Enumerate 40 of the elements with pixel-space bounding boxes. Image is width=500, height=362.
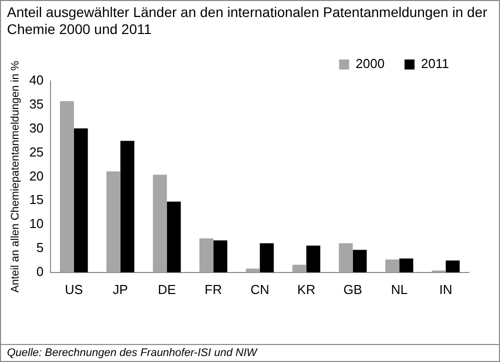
bar (260, 243, 274, 272)
y-tick-label: 10 (29, 216, 44, 232)
x-tick-label: US (64, 282, 84, 297)
x-tick-label: IN (439, 282, 452, 297)
x-tick-label: NL (390, 282, 408, 297)
bar (399, 258, 414, 272)
x-tick-label: FR (204, 282, 222, 297)
y-tick-label: 20 (29, 168, 44, 184)
y-tick-label: 0 (36, 264, 44, 279)
bar (166, 202, 181, 272)
y-tick-label: 35 (29, 96, 44, 112)
x-tick-label: DE (158, 282, 176, 297)
chart-title: Anteil ausgewählter Länder an den internationalen Patentanmeldungen in der Chemie 2000 und 2011 (6, 3, 488, 38)
x-tick-label: KR (297, 282, 316, 297)
source-note: Quelle: Berechnungen des Fraunhofer-ISI und NIW (1, 344, 499, 361)
bar (152, 174, 167, 272)
y-tick-label: 15 (29, 192, 44, 208)
bar (246, 268, 260, 272)
legend-label: 2011 (421, 56, 450, 72)
y-tick-label: 5 (36, 240, 44, 256)
x-tick-label: CN (250, 282, 270, 297)
bar (352, 250, 367, 272)
x-tick-label: GB (343, 282, 362, 297)
bar (292, 264, 306, 272)
bar (60, 101, 74, 272)
y-axis-title: Anteil an allen Chemiepatentanmeldungen in % (10, 60, 22, 293)
y-tick-label: 30 (29, 120, 44, 136)
bar (446, 260, 460, 272)
bar (306, 246, 320, 272)
bar (213, 240, 228, 272)
bar (106, 171, 120, 272)
x-tick-label: JP (112, 282, 128, 297)
bar (338, 243, 353, 272)
bar (385, 259, 400, 272)
legend-label: 2000 (356, 56, 385, 72)
bar (74, 128, 88, 272)
y-tick-label: 25 (29, 144, 44, 160)
y-tick-label: 40 (29, 72, 44, 88)
bar (199, 238, 214, 272)
bar (120, 140, 134, 272)
